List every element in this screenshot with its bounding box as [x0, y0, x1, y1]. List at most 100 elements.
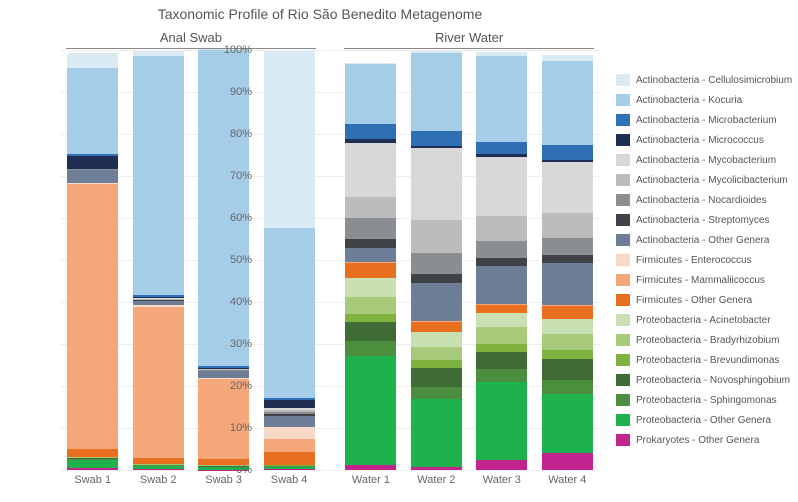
bar-segment [67, 449, 118, 457]
legend-swatch [616, 414, 630, 426]
bar-segment [476, 216, 527, 241]
bar-segment [542, 145, 593, 160]
bar-segment [411, 253, 462, 274]
bar-segment [345, 248, 396, 263]
legend: Actinobacteria - Cellulosimicrobium Actin… [616, 70, 794, 450]
legend-swatch [616, 354, 630, 366]
legend-item: Actinobacteria - Nocardioides [616, 190, 794, 210]
bar-segment [67, 468, 118, 470]
chart-title: Taxonomic Profile of Rio São Benedito Me… [0, 6, 640, 22]
bar-segment [411, 360, 462, 368]
legend-item: Proteobacteria - Brevundimonas [616, 350, 794, 370]
bar-segment [345, 239, 396, 247]
bar-segment [133, 469, 184, 470]
bar-segment [476, 305, 527, 313]
bar [67, 53, 118, 470]
x-axis-label: Water 1 [352, 474, 390, 486]
bar-segment [345, 64, 396, 125]
legend-item: Firmicutes - Other Genera [616, 290, 794, 310]
bar [542, 55, 593, 470]
bar-segment [542, 359, 593, 380]
bar-segment [476, 258, 527, 266]
legend-label: Actinobacteria - Nocardioides [636, 195, 767, 206]
legend-item: Proteobacteria - Acinetobacter [616, 310, 794, 330]
bar-segment [345, 218, 396, 239]
bar-segment [264, 228, 315, 398]
bar-segment [67, 170, 118, 183]
legend-item: Actinobacteria - Other Genera [616, 230, 794, 250]
bar-segment [345, 278, 396, 297]
bar [411, 51, 462, 470]
bar-segment [476, 327, 527, 344]
bar-segment [542, 255, 593, 263]
legend-label: Proteobacteria - Sphingomonas [636, 395, 777, 406]
legend-swatch [616, 394, 630, 406]
bar-segment [411, 148, 462, 219]
bar-segment [411, 332, 462, 347]
bar-segment [476, 369, 527, 382]
legend-swatch [616, 174, 630, 186]
x-axis-label: Water 3 [483, 474, 521, 486]
legend-label: Actinobacteria - Streptomyces [636, 215, 769, 226]
bar [476, 52, 527, 470]
legend-swatch [616, 114, 630, 126]
x-axis-label: Swab 3 [205, 474, 242, 486]
bar-segment [345, 143, 396, 198]
x-axis-label: Swab 4 [271, 474, 308, 486]
bar-segment [345, 314, 396, 322]
bar [345, 63, 396, 470]
bar-segment [542, 263, 593, 305]
group-labels-row: Anal SwabRiver Water [60, 30, 600, 50]
bar-segment [476, 56, 527, 142]
bar-segment [542, 350, 593, 358]
legend-label: Actinobacteria - Other Genera [636, 235, 769, 246]
legend-item: Actinobacteria - Cellulosimicrobium [616, 70, 794, 90]
bar-segment [542, 238, 593, 255]
bar-segment [345, 465, 396, 470]
legend-label: Proteobacteria - Bradyrhizobium [636, 335, 779, 346]
bar-segment [264, 427, 315, 440]
legend-label: Actinobacteria - Mycobacterium [636, 155, 776, 166]
legend-item: Firmicutes - Mammaliicoccus [616, 270, 794, 290]
legend-item: Proteobacteria - Other Genera [616, 410, 794, 430]
bar-segment [411, 322, 462, 333]
group-line [344, 48, 594, 49]
bar-segment [67, 68, 118, 154]
legend-swatch [616, 154, 630, 166]
legend-label: Actinobacteria - Kocuria [636, 95, 742, 106]
bar-segment [411, 220, 462, 254]
bar-segment [264, 416, 315, 427]
bar-segment [542, 306, 593, 319]
legend-swatch [616, 134, 630, 146]
bar-segment [476, 241, 527, 258]
y-axis-label: 60% [208, 212, 252, 224]
legend-label: Proteobacteria - Acinetobacter [636, 315, 771, 326]
bar-segment [345, 356, 396, 465]
bar-segment [264, 452, 315, 465]
bar [133, 51, 184, 470]
plot-area [60, 50, 600, 471]
bar-segment [476, 157, 527, 216]
bar-segment [411, 467, 462, 470]
bar-segment [411, 347, 462, 360]
x-axis-label: Water 2 [417, 474, 455, 486]
bar-segment [542, 213, 593, 238]
legend-swatch [616, 274, 630, 286]
legend-swatch [616, 234, 630, 246]
bar-segment [542, 453, 593, 470]
bar [264, 51, 315, 470]
bar-segment [411, 368, 462, 387]
bar-segment [133, 307, 184, 458]
group-label: River Water [435, 30, 503, 45]
bar-segment [411, 387, 462, 400]
bar-segment [264, 439, 315, 452]
bar-segment [345, 341, 396, 356]
bar-segment [67, 460, 118, 468]
bar-segment [476, 460, 527, 471]
legend-item: Actinobacteria - Streptomyces [616, 210, 794, 230]
legend-item: Actinobacteria - Kocuria [616, 90, 794, 110]
y-axis-label: 70% [208, 170, 252, 182]
y-axis-label: 90% [208, 86, 252, 98]
bar-segment [345, 322, 396, 341]
bar-segment [264, 400, 315, 408]
